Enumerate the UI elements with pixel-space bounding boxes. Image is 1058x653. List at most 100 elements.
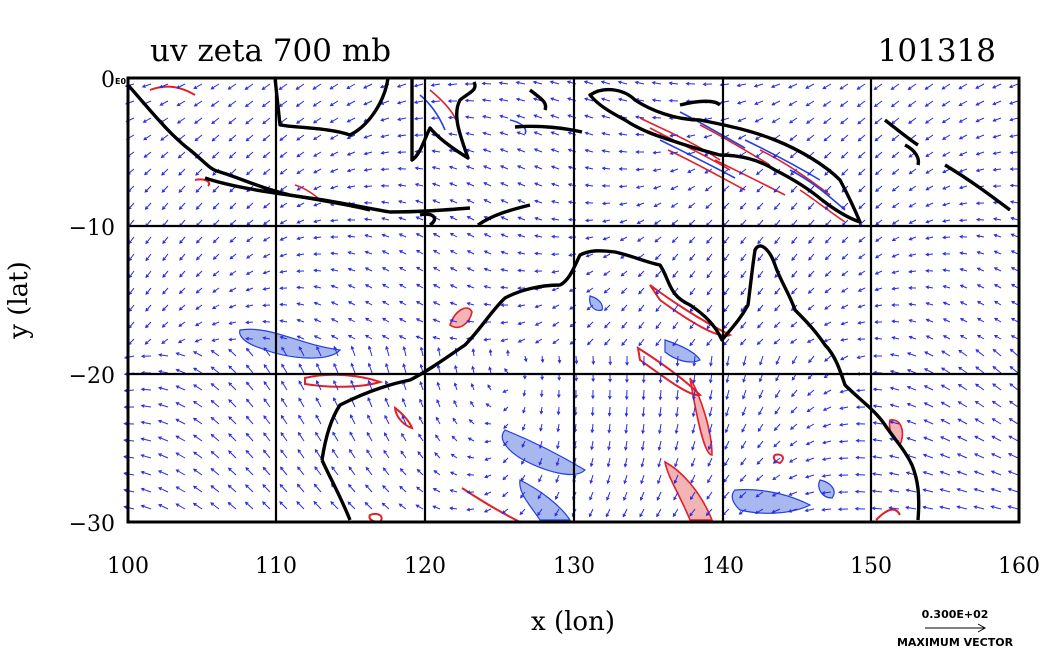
wind-vector-head xyxy=(874,303,879,308)
wind-vector-head xyxy=(296,285,301,290)
wind-vector xyxy=(364,151,373,155)
wind-vector xyxy=(641,457,645,467)
wind-vector-head xyxy=(973,487,978,492)
wind-vector-head xyxy=(499,114,504,119)
wind-vector xyxy=(245,83,254,90)
wind-vector-head xyxy=(889,403,894,408)
wind-vector xyxy=(873,439,883,442)
wind-vector-head xyxy=(773,443,778,448)
wind-vector-head xyxy=(280,432,285,436)
wind-vector-head xyxy=(823,374,828,379)
wind-vector-head xyxy=(466,216,471,220)
wind-vector-head xyxy=(347,335,352,339)
wind-vector xyxy=(450,302,458,306)
new-guinea-north-coast xyxy=(679,99,722,107)
wind-vector xyxy=(960,335,968,340)
wind-vector-head xyxy=(605,513,610,518)
wind-vector-head xyxy=(584,148,589,153)
wind-vector-head xyxy=(367,414,371,419)
wind-vector xyxy=(907,369,917,374)
wind-vector-head xyxy=(840,137,845,142)
wind-vector xyxy=(892,336,900,340)
wind-vector xyxy=(246,398,254,408)
wind-vector xyxy=(128,270,135,278)
wind-vector-head xyxy=(874,320,879,324)
wind-vector xyxy=(213,219,220,227)
wind-vector xyxy=(622,508,628,517)
wind-vector xyxy=(193,401,203,408)
wind-vector-head xyxy=(642,362,646,367)
wind-vector-head xyxy=(363,101,368,106)
wind-vector-head xyxy=(957,401,962,405)
wind-vector xyxy=(482,99,492,102)
wind-vector xyxy=(280,466,288,476)
wind-vector xyxy=(789,457,798,463)
wind-vector xyxy=(773,440,781,448)
wind-vector-head xyxy=(942,301,947,306)
wind-vector-head xyxy=(313,285,318,289)
wind-vector xyxy=(538,474,543,482)
wind-vector-head xyxy=(959,234,964,239)
wind-vector-head xyxy=(584,218,589,223)
wind-vector xyxy=(534,148,543,153)
wind-vector-head xyxy=(499,131,504,136)
wind-vector-head xyxy=(145,307,149,312)
wind-vector-head xyxy=(366,431,371,436)
wind-vector xyxy=(381,201,390,204)
wind-vector xyxy=(195,338,203,343)
wind-vector-head xyxy=(465,131,470,136)
wind-vector-head xyxy=(212,256,217,260)
wind-vector xyxy=(176,369,186,374)
wind-vector xyxy=(960,318,968,323)
wind-vector-head xyxy=(940,401,945,406)
wind-vector-head xyxy=(193,451,197,456)
wind-vector-head xyxy=(483,233,488,237)
wind-vector xyxy=(742,389,747,399)
wind-vector xyxy=(1008,470,1019,476)
wind-vector xyxy=(160,134,169,141)
wind-vector-head xyxy=(246,171,250,176)
wind-vector xyxy=(891,83,900,90)
wind-vector xyxy=(416,266,424,272)
wind-vector xyxy=(909,336,917,340)
wind-vector xyxy=(263,202,271,209)
wind-vector xyxy=(991,488,1002,493)
wind-vector xyxy=(857,100,866,107)
wind-vector-head xyxy=(329,119,334,123)
wind-vector-head xyxy=(652,150,657,155)
wind-vector xyxy=(774,287,781,295)
wind-vector xyxy=(297,303,305,306)
wind-vector-head xyxy=(856,355,861,360)
wind-vector xyxy=(193,451,203,459)
wind-vector-head xyxy=(688,239,693,244)
neg-zeta-area xyxy=(818,479,835,499)
wind-vector xyxy=(925,117,934,124)
negative-vorticity-fill xyxy=(239,295,835,521)
wind-vector xyxy=(176,435,186,442)
wind-vector-head xyxy=(922,505,927,510)
wind-vector-head xyxy=(245,398,250,403)
wind-vector xyxy=(262,484,271,493)
wind-vector-head xyxy=(905,488,910,493)
wind-vector-head xyxy=(840,120,845,125)
wind-vector xyxy=(432,150,441,153)
wind-vector-head xyxy=(296,269,301,274)
y-axis-label: y (lat) xyxy=(4,261,34,340)
wind-vector-head xyxy=(857,320,862,325)
wind-vector xyxy=(977,284,985,289)
wind-vector xyxy=(280,432,288,442)
wind-vector xyxy=(875,219,883,226)
wind-vector xyxy=(466,182,475,187)
wind-vector-head xyxy=(689,257,693,261)
wind-vector-head xyxy=(157,419,162,424)
wind-vector-head xyxy=(584,114,589,119)
wind-vector xyxy=(467,320,475,323)
wind-vector-head xyxy=(822,407,827,411)
wind-vector xyxy=(923,489,934,493)
wind-vector xyxy=(435,417,441,425)
wind-vector xyxy=(228,349,237,357)
wind-vector xyxy=(740,338,747,346)
wind-vector xyxy=(398,184,407,187)
wind-vector-head xyxy=(227,103,232,108)
wind-vector xyxy=(925,151,934,157)
